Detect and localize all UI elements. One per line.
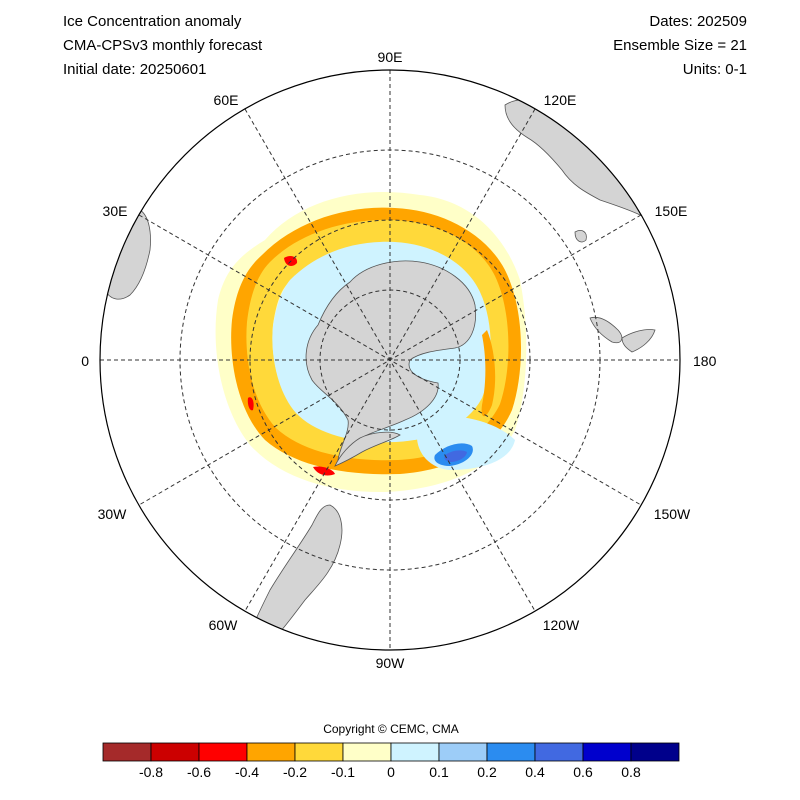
initial-date: Initial date: 20250601: [63, 61, 207, 78]
polar-map: 90E 120E 150E 180 150W 120W 90W 60W 30W …: [81, 49, 716, 671]
colorbar-tick-label: 0.1: [429, 764, 449, 780]
anomaly-red-patch-b: [313, 466, 335, 476]
colorbar-swatch-11: [630, 742, 680, 762]
colorbar-tick-label: -0.1: [331, 764, 355, 780]
new-zealand-south: [589, 316, 623, 344]
anomaly-mid-blue-core: [444, 450, 467, 462]
anomaly-orange-arc-east: [481, 330, 496, 417]
colorbar-tick-label: 0.4: [525, 764, 545, 780]
meridian-lines: [100, 70, 680, 650]
new-zealand-north: [621, 329, 656, 353]
colorbar-swatch-2: [198, 742, 248, 762]
colorbar-tick-label: -0.2: [283, 764, 307, 780]
model-name: CMA-CPSv3 monthly forecast: [63, 37, 263, 54]
colorbar-swatch-5: [342, 742, 392, 762]
colorbar-swatch-8: [486, 742, 536, 762]
colorbar-tick-labels: -0.8 -0.6 -0.4 -0.2 -0.1 0 0.1 0.2 0.4 0.6 0.8: [139, 764, 641, 780]
colorbar-tick-label: 0.6: [573, 764, 593, 780]
lon-150e: 150E: [655, 203, 688, 219]
colorbar-swatch-7: [438, 742, 488, 762]
colorbar-tick-label: 0.8: [621, 764, 641, 780]
colorbar-swatch-10: [582, 742, 632, 762]
lon-0: 0: [81, 353, 89, 369]
lon-30e: 30E: [103, 203, 128, 219]
forecast-dates: Dates: 202509: [649, 13, 747, 30]
tasmania: [574, 230, 587, 243]
antarctic-peninsula: [334, 431, 401, 467]
colorbar-swatch-6: [390, 742, 440, 762]
map-title: Ice Concentration anomaly: [63, 13, 242, 30]
lon-90w: 90W: [376, 655, 406, 671]
lon-120e: 120E: [544, 92, 577, 108]
meridian-150e-30w: [138, 214, 642, 506]
lon-60e: 60E: [214, 92, 239, 108]
colorbar-tick-label: -0.6: [187, 764, 211, 780]
colorbar-swatch-1: [150, 742, 200, 762]
copyright-notice: Copyright © CEMC, CMA: [323, 722, 459, 736]
units-label: Units: 0-1: [682, 61, 747, 78]
lon-180: 180: [693, 353, 717, 369]
colorbar-tick-label: -0.8: [139, 764, 163, 780]
map-boundary: [99, 69, 681, 651]
colorbar-swatch-3: [246, 742, 296, 762]
ensemble-size: Ensemble Size = 21: [613, 37, 747, 54]
colorbar-swatch-9: [534, 742, 584, 762]
colorbar-tick-label: -0.4: [235, 764, 259, 780]
header-left: Ice Concentration anomaly CMA-CPSv3 mont…: [63, 12, 262, 84]
lon-90e: 90E: [378, 49, 403, 65]
lon-30w: 30W: [98, 506, 128, 522]
header-right: Dates: 202509 Ensemble Size = 21 Units: …: [613, 12, 747, 84]
colorbar-swatch-0: [102, 742, 152, 762]
longitude-labels: 90E 120E 150E 180 150W 120W 90W 60W 30W …: [81, 49, 716, 671]
colorbar-tick-label: 0: [387, 764, 395, 780]
lon-60w: 60W: [209, 617, 239, 633]
anomaly-red-patch-c: [247, 397, 254, 411]
colorbar-swatch-4: [294, 742, 344, 762]
colorbar-tick-label: 0.2: [477, 764, 497, 780]
south-america: [244, 504, 343, 650]
lon-150w: 150W: [654, 506, 691, 522]
colorbar-swatches: [102, 742, 680, 762]
lon-120w: 120W: [543, 617, 580, 633]
